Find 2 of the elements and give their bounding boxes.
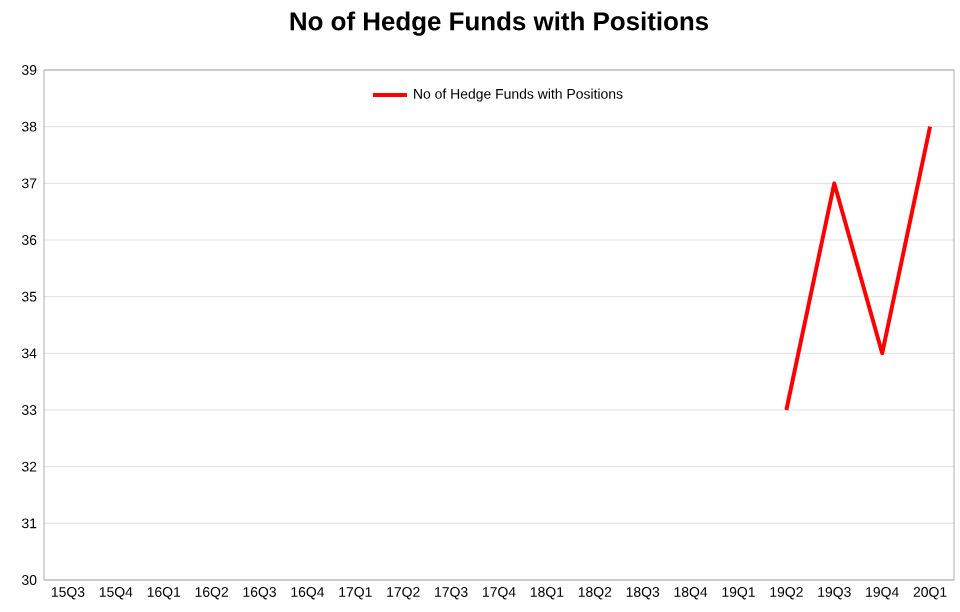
line-series: [784, 124, 933, 412]
chart-title: No of Hedge Funds with Positions: [290, 11, 709, 36]
